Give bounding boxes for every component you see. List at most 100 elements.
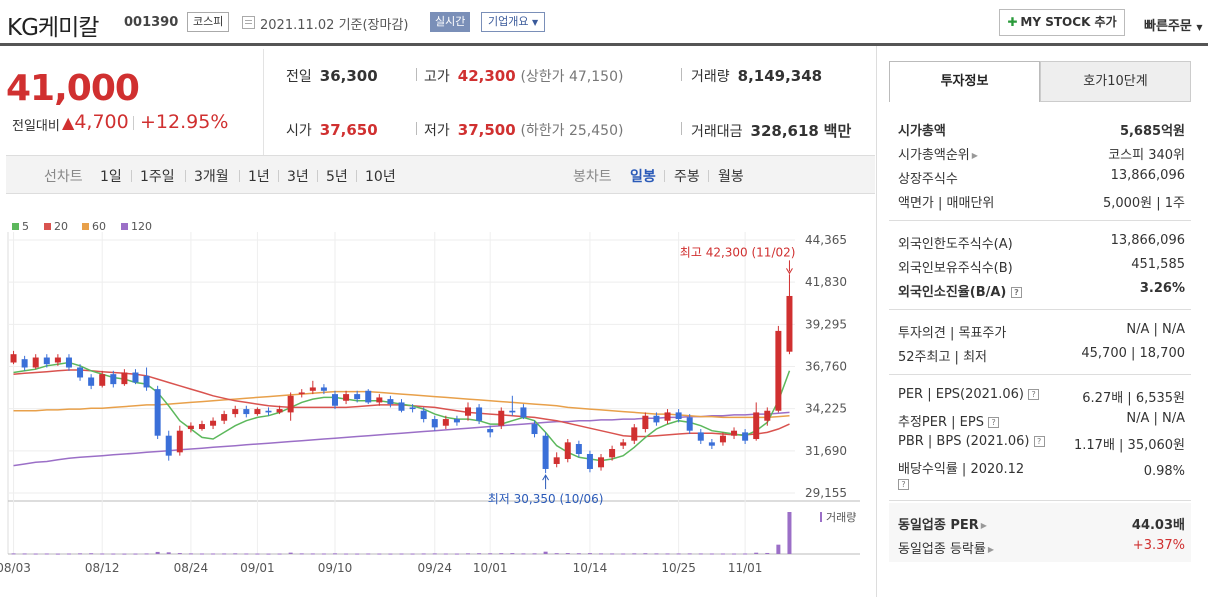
help-icon[interactable]: ? bbox=[1033, 436, 1045, 447]
tab-weekly[interactable]: 주봉 bbox=[674, 169, 700, 185]
candle-body bbox=[32, 357, 39, 368]
row-key: 추정PER | EPS ? bbox=[898, 411, 1000, 430]
line-chart-label: 선차트 bbox=[44, 169, 83, 185]
chevron-right-icon: ▶ bbox=[971, 151, 978, 160]
volume-bar bbox=[66, 553, 71, 555]
prev-close-value: 36,300 bbox=[319, 67, 378, 85]
volume-bar bbox=[344, 553, 349, 555]
row-value: 0.98% bbox=[1143, 464, 1185, 479]
row-key: 외국인보유주식수(B) bbox=[898, 261, 1013, 276]
row-key: 액면가 | 매매단위 bbox=[898, 196, 995, 211]
volume-bar bbox=[743, 553, 748, 555]
help-icon[interactable]: ? bbox=[1010, 287, 1022, 298]
candle-body bbox=[121, 372, 128, 385]
legend-swatch bbox=[12, 223, 19, 230]
tab-1y[interactable]: 1년 bbox=[248, 169, 270, 185]
price-chart[interactable]: 44,365 41,830 39,295 36,760 34,225 31,690 29,1… bbox=[0, 196, 876, 596]
x-tick-label: 09/10 bbox=[318, 561, 353, 575]
tab-1w[interactable]: 1주일 bbox=[140, 169, 175, 185]
volume-bar bbox=[78, 553, 83, 555]
volume-bar bbox=[166, 552, 171, 554]
candle-body bbox=[132, 372, 139, 383]
candle-body bbox=[531, 424, 538, 435]
tab-1d[interactable]: 1일 bbox=[100, 169, 122, 185]
row-key: 동일업종 PER ▶ bbox=[898, 514, 987, 533]
volume-bar bbox=[144, 553, 149, 555]
row-key-text: 동일업종 PER bbox=[898, 518, 979, 533]
candle-body bbox=[431, 419, 438, 428]
row-key-text: PER | EPS(2021.06) bbox=[898, 387, 1024, 402]
volume-bar bbox=[765, 552, 770, 554]
low-label: 저가 bbox=[424, 123, 450, 139]
legend-label: 5 bbox=[22, 220, 29, 233]
candle-body bbox=[553, 457, 560, 464]
change-pct: +12.95% bbox=[140, 111, 229, 133]
x-tick-label: 11/01 bbox=[728, 561, 763, 575]
x-tick-label: 10/01 bbox=[473, 561, 508, 575]
legend-ma5: 5 bbox=[12, 220, 29, 233]
x-tick-label: 08/03 bbox=[0, 561, 31, 575]
quick-order-button[interactable]: 빠른주문 ▼ bbox=[1144, 15, 1203, 34]
candle-body bbox=[232, 409, 239, 415]
volume-bar bbox=[532, 553, 537, 555]
candle-body bbox=[465, 407, 472, 416]
tab-3m[interactable]: 3개월 bbox=[194, 169, 229, 185]
divider bbox=[416, 122, 417, 135]
volume-bar bbox=[44, 553, 49, 555]
candle-body bbox=[509, 410, 516, 413]
chevron-right-icon: ▶ bbox=[987, 545, 995, 554]
divider bbox=[889, 374, 1191, 375]
volume-bar bbox=[299, 553, 304, 555]
legend-swatch bbox=[121, 223, 128, 230]
help-icon[interactable]: ? bbox=[898, 479, 909, 490]
tab-3y[interactable]: 3년 bbox=[287, 169, 309, 185]
volume-bar bbox=[632, 553, 637, 555]
help-icon[interactable]: ? bbox=[1028, 389, 1040, 400]
y-tick-label: 29,155 bbox=[805, 486, 847, 500]
divider bbox=[681, 122, 682, 135]
tab-10y[interactable]: 10년 bbox=[365, 169, 396, 185]
tab-monthly[interactable]: 월봉 bbox=[718, 169, 744, 185]
corp-info-dropdown[interactable]: 기업개요 ▼ bbox=[481, 12, 546, 32]
volume-bar bbox=[244, 553, 249, 555]
tab-5y[interactable]: 5년 bbox=[326, 169, 348, 185]
legend-label: 20 bbox=[54, 220, 68, 233]
volume-bar bbox=[211, 553, 216, 555]
amount-cell: 거래대금 328,618 백만 bbox=[691, 120, 851, 141]
candle-body bbox=[54, 357, 61, 363]
candle-body bbox=[620, 442, 627, 446]
volume-bar bbox=[477, 553, 482, 555]
open-cell: 시가 37,650 bbox=[286, 120, 378, 140]
divider bbox=[356, 170, 357, 182]
candle-body bbox=[154, 389, 161, 436]
mystock-add-button[interactable]: ✚ MY STOCK 추가 bbox=[999, 9, 1125, 36]
y-tick-label: 44,365 bbox=[805, 233, 847, 247]
realtime-button[interactable]: 실시간 bbox=[430, 12, 471, 32]
volume-bar bbox=[266, 553, 271, 555]
volume-bar bbox=[122, 553, 127, 555]
prev-close-label: 전일 bbox=[286, 69, 312, 85]
divider bbox=[317, 170, 318, 182]
volume-bar bbox=[22, 553, 27, 555]
volume-bar bbox=[100, 553, 105, 555]
y-tick-label: 41,830 bbox=[805, 275, 847, 289]
candle-body bbox=[686, 417, 693, 431]
ma120-line bbox=[13, 411, 790, 467]
volume-bar bbox=[288, 552, 293, 554]
y-tick-label: 36,760 bbox=[805, 360, 847, 374]
plus-icon: ✚ bbox=[1007, 15, 1018, 29]
price-info-box bbox=[263, 49, 875, 155]
tab-daily[interactable]: 일봉 bbox=[630, 169, 656, 185]
divider bbox=[416, 68, 417, 81]
candle-body bbox=[176, 430, 183, 453]
volume-bar bbox=[587, 553, 592, 555]
amount-value: 328,618 bbox=[750, 122, 819, 140]
candle-body bbox=[564, 442, 571, 459]
volume-bar bbox=[399, 553, 404, 555]
company-name: KG케미칼 bbox=[7, 15, 99, 41]
tab-orderbook[interactable]: 호가10단계 bbox=[1040, 61, 1191, 102]
tab-invest-info[interactable]: 투자정보 bbox=[889, 61, 1040, 102]
candle-body bbox=[99, 374, 106, 386]
candle-body bbox=[287, 395, 294, 413]
help-icon[interactable]: ? bbox=[988, 417, 1000, 428]
